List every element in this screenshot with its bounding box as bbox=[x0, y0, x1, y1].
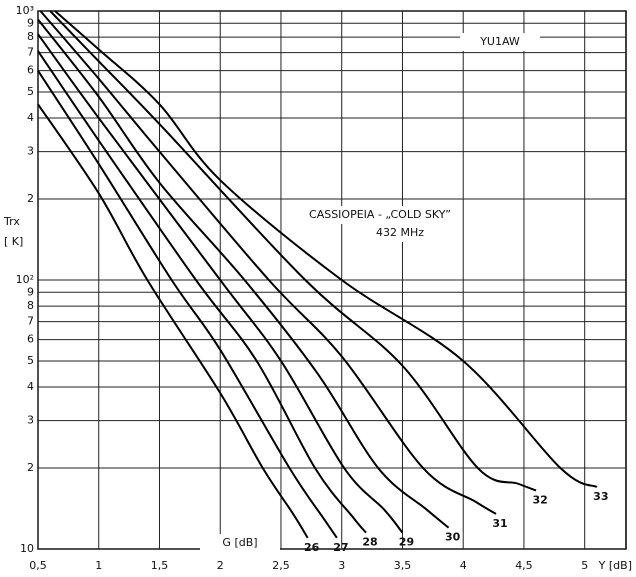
y-tick-label: 2 bbox=[27, 192, 34, 205]
curve-label: 28 bbox=[362, 536, 377, 549]
curve bbox=[37, 70, 338, 539]
curve bbox=[37, 18, 450, 529]
y-axis-unit: [ K] bbox=[4, 235, 23, 248]
y-axis-label: Trx bbox=[3, 215, 20, 228]
x-axis-label: Y [dB] bbox=[598, 559, 632, 572]
y-tick-label: 10 bbox=[20, 542, 34, 555]
y-tick-label: 4 bbox=[27, 380, 34, 393]
annotation-bg bbox=[460, 33, 540, 51]
curve bbox=[37, 50, 367, 534]
annotation: G [dB] bbox=[222, 536, 257, 549]
y-tick-label: 7 bbox=[27, 46, 34, 59]
annotation: CASSIOPEIA - „COLD SKY” bbox=[309, 208, 451, 221]
curve-label: 33 bbox=[593, 490, 608, 503]
annotation: 432 MHz bbox=[376, 226, 424, 239]
curve bbox=[37, 103, 309, 539]
y-tick-label: 7 bbox=[27, 315, 34, 328]
x-tick-label: 2,5 bbox=[272, 559, 290, 572]
y-tick-label: 3 bbox=[27, 145, 34, 158]
curve bbox=[54, 10, 598, 488]
annotation-bg bbox=[200, 534, 280, 552]
x-tick-label: 4,5 bbox=[515, 559, 533, 572]
y-tick-label: 5 bbox=[27, 354, 34, 367]
y-tick-label: 8 bbox=[27, 30, 34, 43]
curve bbox=[39, 10, 497, 515]
x-tick-label: 1,5 bbox=[151, 559, 169, 572]
y-tick-label: 3 bbox=[27, 414, 34, 427]
x-tick-label: 4 bbox=[460, 559, 467, 572]
annotation-bg bbox=[308, 206, 452, 224]
y-tick-label: 10³ bbox=[16, 4, 34, 17]
curve-label: 30 bbox=[445, 531, 461, 544]
curve-label: 32 bbox=[532, 493, 547, 506]
y-tick-label: 6 bbox=[27, 64, 34, 77]
curve-label: 27 bbox=[333, 541, 348, 554]
y-tick-label: 6 bbox=[27, 333, 34, 346]
x-tick-label: 3,5 bbox=[394, 559, 412, 572]
curve bbox=[37, 33, 404, 534]
y-tick-label: 10² bbox=[16, 273, 34, 286]
x-tick-label: 3 bbox=[338, 559, 345, 572]
curve-label: 26 bbox=[304, 541, 320, 554]
y-tick-label: 9 bbox=[27, 16, 34, 29]
annotation-bg bbox=[360, 224, 440, 242]
curve bbox=[49, 10, 537, 492]
y-tick-label: 5 bbox=[27, 85, 34, 98]
annotation: YU1AW bbox=[479, 35, 520, 48]
curve-label: 31 bbox=[492, 517, 507, 530]
x-tick-label: 2 bbox=[217, 559, 224, 572]
y-tick-label: 9 bbox=[27, 285, 34, 298]
x-tick-label: 0,5 bbox=[29, 559, 47, 572]
x-tick-label: 5 bbox=[581, 559, 588, 572]
curve-label: 29 bbox=[399, 536, 414, 549]
y-tick-label: 2 bbox=[27, 461, 34, 474]
y-tick-label: 8 bbox=[27, 299, 34, 312]
x-tick-label: 1 bbox=[95, 559, 102, 572]
y-tick-label: 4 bbox=[27, 111, 34, 124]
